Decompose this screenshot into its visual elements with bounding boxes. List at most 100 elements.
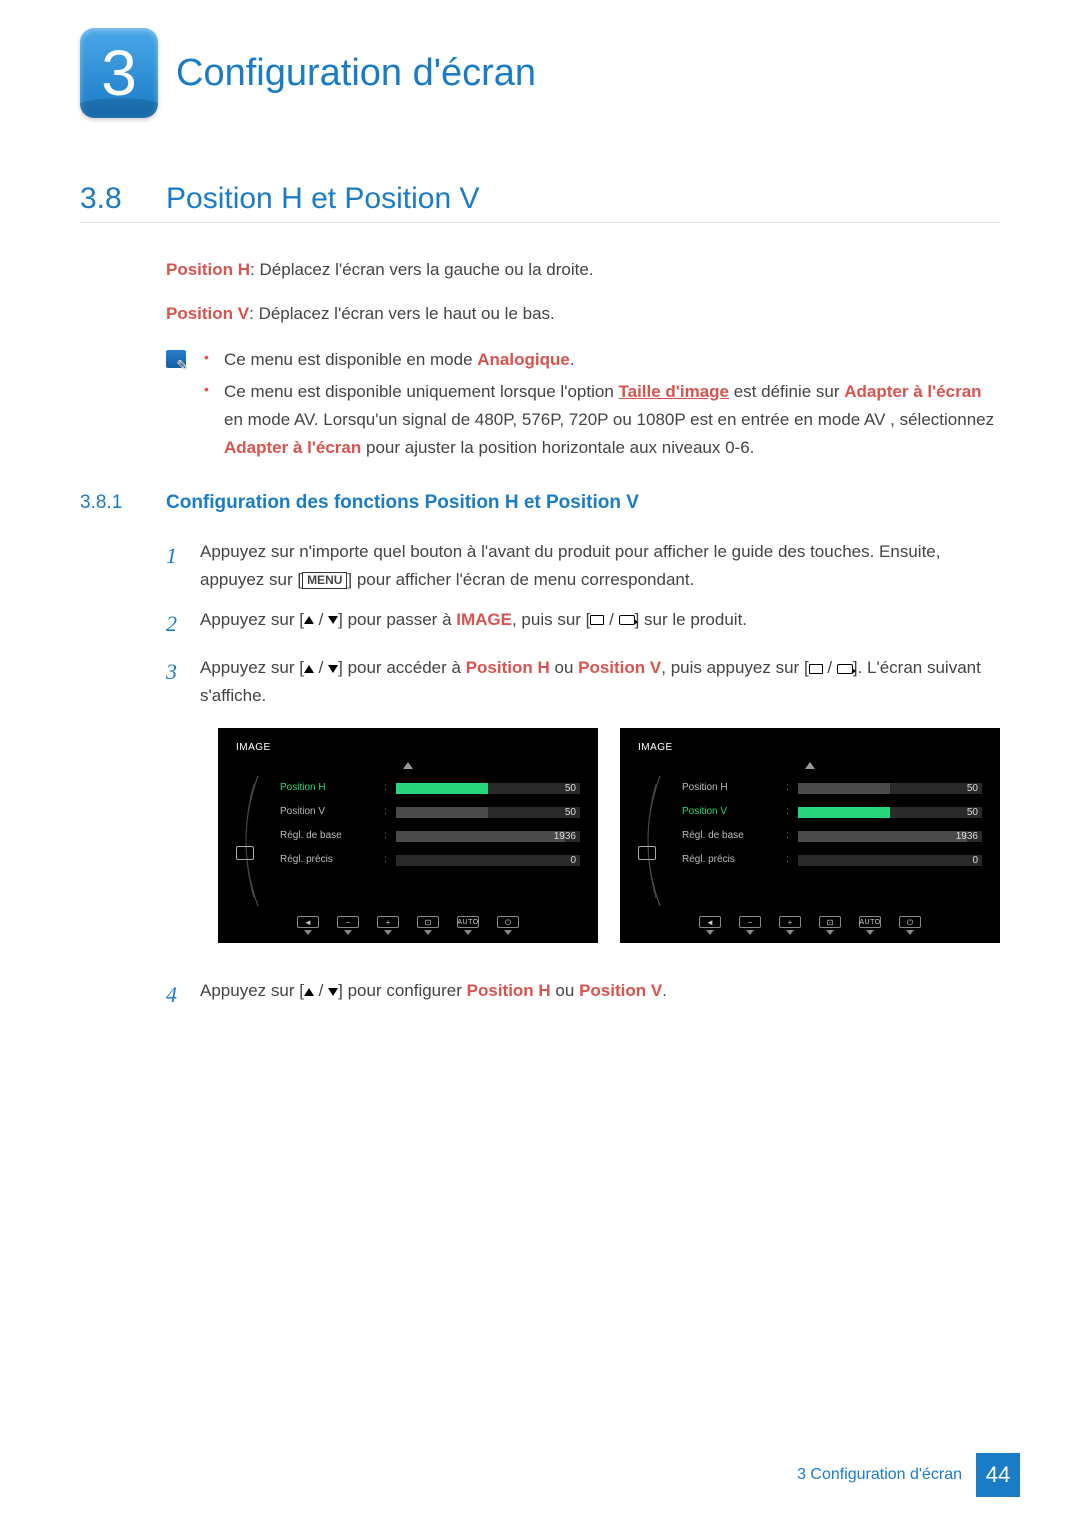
osd-button-down-arrow-icon <box>866 930 874 935</box>
step: 4 Appuyez sur [ / ] pour configurer Posi… <box>166 977 1000 1013</box>
osd-item-value: 50 <box>967 783 978 794</box>
osd-slider-bar: 1936 <box>396 831 580 842</box>
osd-button-icon: ⊡ <box>819 916 841 928</box>
osd-slider-bar: 50 <box>798 807 982 818</box>
step-number: 4 <box>166 977 182 1013</box>
section-number: 3.8 <box>80 182 166 216</box>
osd-image-icon <box>638 846 656 860</box>
osd-slider-bar: 1936 <box>798 831 982 842</box>
osd-colon: : <box>786 804 792 821</box>
note-item: Ce menu est disponible uniquement lorsqu… <box>204 378 1000 462</box>
osd-button-down-arrow-icon <box>424 930 432 935</box>
osd-button-icon: ◄ <box>699 916 721 928</box>
osd-item-value: 50 <box>967 807 978 818</box>
osd-slider-bar: 50 <box>396 783 580 794</box>
osd-button-down-arrow-icon <box>344 930 352 935</box>
osd-screenshots-row: IMAGE Position H : 50 Position V : 50 Ré… <box>218 728 1000 943</box>
osd-button-icon: ⊡ <box>417 916 439 928</box>
osd-item-label: Régl. précis <box>682 852 780 869</box>
osd-bottom-button: ⊡ <box>815 916 845 935</box>
osd-button-down-arrow-icon <box>706 930 714 935</box>
osd-bottom-button: ◄ <box>695 916 725 935</box>
osd-item-value: 0 <box>972 855 978 866</box>
osd-item: Position V : 50 <box>280 800 580 824</box>
step-number: 2 <box>166 606 182 642</box>
source-icon <box>809 664 823 674</box>
osd-item: Position H : 50 <box>280 776 580 800</box>
osd-item: Position V : 50 <box>682 800 982 824</box>
osd-item-value: 50 <box>565 783 576 794</box>
osd-item: Régl. de base : 1936 <box>280 824 580 848</box>
osd-bottom-buttons: ◄ − + ⊡ AUTO ⏻ <box>620 916 1000 935</box>
osd-title: IMAGE <box>236 740 271 757</box>
osd-bottom-button: ◄ <box>293 916 323 935</box>
osd-bottom-button: ⏻ <box>493 916 523 935</box>
subsection-title: Configuration des fonctions Position H e… <box>166 492 639 513</box>
osd-bottom-button: + <box>775 916 805 935</box>
osd-title: IMAGE <box>638 740 673 757</box>
osd-button-icon: ⏻ <box>497 916 519 928</box>
osd-colon: : <box>786 852 792 869</box>
osd-button-icon: AUTO <box>859 916 881 928</box>
osd-arc-decoration <box>634 776 662 906</box>
intro-pos-h: Position H: Déplacez l'écran vers la gau… <box>166 257 1000 283</box>
step: 3 Appuyez sur [ / ] pour accéder à Posit… <box>166 654 1000 965</box>
osd-button-down-arrow-icon <box>504 930 512 935</box>
osd-button-icon: − <box>337 916 359 928</box>
pos-h-text: : Déplacez l'écran vers la gauche ou la … <box>250 260 593 279</box>
osd-bottom-buttons: ◄ − + ⊡ AUTO ⏻ <box>218 916 598 935</box>
step-text: Appuyez sur [ / ] pour passer à IMAGE, p… <box>200 606 747 642</box>
osd-slider-bar: 0 <box>396 855 580 866</box>
osd-item-value: 0 <box>570 855 576 866</box>
osd-button-icon: AUTO <box>457 916 479 928</box>
step-text: Appuyez sur n'importe quel bouton à l'av… <box>200 538 1000 594</box>
source-enter-icon <box>837 664 853 674</box>
osd-up-arrow-icon <box>805 762 815 769</box>
step-text: Appuyez sur [ / ] pour accéder à Positio… <box>200 654 1000 965</box>
osd-bottom-button: AUTO <box>453 916 483 935</box>
step-text: Appuyez sur [ / ] pour configurer Positi… <box>200 977 667 1013</box>
osd-slider-bar: 0 <box>798 855 982 866</box>
osd-button-icon: + <box>779 916 801 928</box>
osd-panel-right: IMAGE Position H : 50 Position V : 50 Ré… <box>620 728 1000 943</box>
osd-items: Position H : 50 Position V : 50 Régl. de… <box>280 776 580 872</box>
footer-text: 3 Configuration d'écran <box>797 1466 962 1484</box>
osd-item: Régl. de base : 1936 <box>682 824 982 848</box>
osd-panel-left: IMAGE Position H : 50 Position V : 50 Ré… <box>218 728 598 943</box>
note-item: Ce menu est disponible en mode Analogiqu… <box>204 346 1000 374</box>
osd-item-label: Position V <box>682 804 780 821</box>
osd-up-arrow-icon <box>403 762 413 769</box>
osd-button-down-arrow-icon <box>384 930 392 935</box>
osd-item-label: Régl. de base <box>280 828 378 845</box>
osd-item-label: Position V <box>280 804 378 821</box>
chapter-title: Configuration d'écran <box>176 52 536 95</box>
chapter-number-badge: 3 <box>80 28 158 118</box>
note-icon <box>166 350 186 368</box>
osd-image-icon <box>236 846 254 860</box>
osd-item-label: Position H <box>682 780 780 797</box>
osd-arc-decoration <box>232 776 260 906</box>
osd-colon: : <box>384 804 390 821</box>
pos-v-text: : Déplacez l'écran vers le haut ou le ba… <box>249 304 555 323</box>
osd-colon: : <box>384 852 390 869</box>
steps-list: 1 Appuyez sur n'importe quel bouton à l'… <box>166 538 1000 1014</box>
step: 2 Appuyez sur [ / ] pour passer à IMAGE,… <box>166 606 1000 642</box>
osd-button-icon: − <box>739 916 761 928</box>
osd-button-down-arrow-icon <box>906 930 914 935</box>
osd-button-down-arrow-icon <box>826 930 834 935</box>
note-block: Ce menu est disponible en mode Analogiqu… <box>166 346 1000 466</box>
osd-slider-fill <box>396 831 565 842</box>
pos-v-label: Position V <box>166 304 249 323</box>
triangle-up-icon <box>304 988 314 996</box>
osd-item: Position H : 50 <box>682 776 982 800</box>
step-number: 3 <box>166 654 182 965</box>
osd-bottom-button: − <box>333 916 363 935</box>
osd-colon: : <box>384 780 390 797</box>
section-body: 3.8Position H et Position V Position H: … <box>80 182 1000 1026</box>
osd-item-label: Régl. de base <box>682 828 780 845</box>
osd-slider-fill <box>798 807 890 818</box>
osd-bottom-button: AUTO <box>855 916 885 935</box>
triangle-up-icon <box>304 665 314 673</box>
osd-button-icon: + <box>377 916 399 928</box>
subsection-number: 3.8.1 <box>80 492 166 514</box>
